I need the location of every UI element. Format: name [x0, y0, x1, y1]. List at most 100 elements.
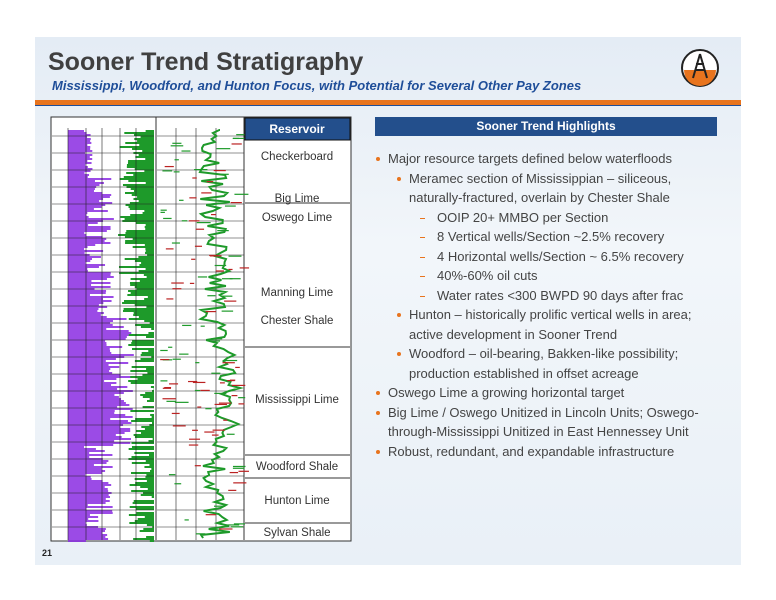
bullet-marker [397, 176, 401, 181]
log-fill-green [131, 366, 154, 368]
log-fill-green [144, 244, 154, 246]
log-fill-purple [68, 260, 91, 262]
log-fill-green [132, 246, 154, 248]
log-fill-purple [68, 158, 93, 160]
logo [681, 49, 719, 87]
log-fill-green [140, 394, 154, 396]
log-fill-green [128, 380, 154, 382]
log-fill-purple [68, 272, 111, 274]
log-fill-green [118, 266, 154, 268]
log-fill-green [142, 396, 154, 398]
log-fill-green [124, 258, 154, 260]
bullet-item: Big Lime / Oswego Unitized in Lincoln Un… [373, 403, 713, 442]
log-fill-green [145, 158, 154, 160]
log-fill-purple [68, 308, 99, 310]
log-fill-green [133, 190, 154, 192]
log-fill-purple [68, 530, 106, 532]
log-fill-green [137, 378, 154, 380]
bullet-marker [420, 217, 425, 219]
log-fill-green [135, 508, 154, 510]
log-fill-purple [68, 476, 91, 478]
log-fill-green [134, 478, 154, 480]
log-fill-green [146, 474, 154, 476]
log-fill-purple [68, 162, 92, 164]
log-fill-purple [68, 172, 85, 174]
log-fill-green [133, 538, 154, 540]
log-fill-purple [68, 324, 113, 326]
log-fill-purple [68, 280, 92, 282]
log-fill-purple [68, 354, 134, 356]
log-fill-green [122, 184, 154, 186]
log-fill-green [142, 212, 154, 214]
log-fill-purple [68, 218, 114, 220]
log-fill-green [140, 326, 154, 328]
log-fill-green [142, 406, 154, 408]
log-fill-green [138, 270, 154, 272]
log-fill-green [119, 178, 154, 180]
log-fill-green [125, 240, 154, 242]
log-fill-green [132, 502, 154, 504]
log-fill-purple [68, 292, 106, 294]
log-fill-purple [68, 516, 99, 518]
log-fill-green [151, 496, 154, 498]
log-fill-purple [68, 146, 91, 148]
log-fill-green [137, 518, 154, 520]
bullet-text: 4 Horizontal wells/Section ~ 6.5% recove… [437, 248, 684, 264]
log-fill-purple [68, 472, 102, 474]
log-fill-green [123, 300, 154, 302]
log-fill-purple [68, 234, 87, 236]
bullet-item: Hunton – historically prolific vertical … [394, 305, 713, 344]
subtitle: Mississippi, Woodford, and Hunton Focus,… [52, 78, 582, 93]
log-fill-green [148, 454, 154, 456]
log-fill-green [144, 466, 154, 468]
log-fill-purple [68, 212, 88, 214]
log-fill-green [141, 262, 154, 264]
log-fill-green [131, 456, 154, 458]
log-fill-purple [68, 244, 96, 246]
log-fill-purple [68, 142, 92, 144]
log-fill-green [134, 520, 154, 522]
log-fill-purple [68, 236, 103, 238]
log-fill-purple [68, 466, 113, 468]
log-fill-purple [68, 534, 108, 536]
log-fill-green [135, 156, 154, 158]
page-number: 21 [42, 548, 53, 558]
log-fill-green [129, 506, 154, 508]
log-fill-purple [68, 404, 130, 406]
log-fill-purple [68, 440, 115, 442]
bullet-text: Big Lime / Oswego Unitized in Lincoln Un… [388, 404, 699, 440]
zone-label: Oswego Lime [262, 212, 332, 224]
bullet-marker [397, 352, 401, 356]
log-fill-purple [68, 340, 106, 342]
log-fill-purple [68, 396, 119, 398]
log-fill-green [144, 298, 154, 300]
log-fill-green [143, 528, 154, 530]
bullet-text: Woodford – oil-bearing, Bakken-like poss… [409, 346, 679, 381]
log-fill-purple [68, 402, 126, 404]
bullet-text: Water rates <300 BWPD 90 days after frac [437, 287, 684, 303]
log-fill-green [148, 440, 154, 442]
log-fill-green [151, 416, 154, 418]
log-fill-green [130, 292, 154, 294]
log-fill-purple [68, 204, 106, 206]
bullet-marker [420, 276, 425, 277]
log-fill-purple [68, 400, 124, 402]
title: Sooner Trend Stratigraphy [48, 48, 364, 76]
log-fill-green [137, 140, 154, 142]
log-fill-green [141, 352, 154, 354]
log-fill-purple [68, 504, 88, 506]
bullet-marker [420, 237, 425, 238]
log-fill-purple [68, 274, 111, 276]
log-fill-green [123, 176, 154, 178]
log-fill-green [141, 432, 154, 434]
log-fill-purple [68, 448, 96, 450]
log-fill-green [125, 142, 154, 144]
log-fill-green [130, 188, 154, 190]
log-fill-green [140, 494, 154, 496]
log-fill-green [145, 182, 154, 184]
log-fill-purple [68, 422, 132, 424]
log-fill-purple [68, 514, 90, 516]
log-fill-purple [68, 416, 133, 418]
log-fill-purple [68, 428, 131, 430]
